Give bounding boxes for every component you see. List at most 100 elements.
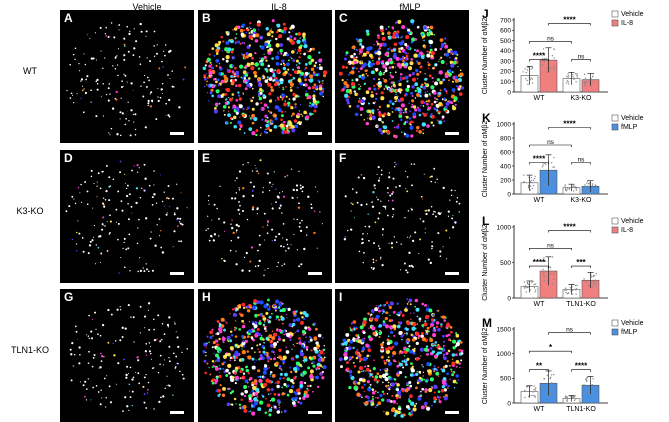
cluster-dot <box>440 325 443 328</box>
cluster-dot <box>314 85 319 89</box>
significance-label: ns <box>547 139 555 146</box>
cluster-dot <box>398 184 401 187</box>
cluster-dot <box>296 66 300 69</box>
cluster-dot <box>205 346 208 349</box>
cluster-dot <box>428 28 431 32</box>
cluster-dot <box>416 53 421 58</box>
cluster-dot <box>419 372 422 374</box>
cluster-dot <box>210 379 214 383</box>
cluster-dot <box>412 105 417 109</box>
data-point <box>534 291 536 293</box>
cluster-dot <box>375 259 378 262</box>
cluster-dot <box>229 330 233 333</box>
cluster-dot <box>373 377 378 382</box>
cluster-dot <box>380 120 383 123</box>
cluster-dot <box>361 378 366 383</box>
microscopy-panel-d: D <box>60 150 194 283</box>
data-point <box>551 182 553 185</box>
cluster-dot <box>344 348 347 351</box>
data-point <box>551 283 554 285</box>
cluster-dot <box>414 305 417 308</box>
cluster-dot <box>400 113 402 116</box>
cluster-dot <box>432 343 435 346</box>
cluster-dot <box>387 304 390 307</box>
cluster-dot <box>150 231 152 233</box>
scale-bar <box>308 411 322 414</box>
cluster-dot <box>223 328 226 332</box>
cluster-dot <box>295 64 298 66</box>
cluster-dot <box>253 379 258 383</box>
cluster-dot <box>231 226 234 230</box>
data-point <box>567 75 570 77</box>
cluster-dot <box>301 186 304 189</box>
panel-letter: G <box>64 290 74 304</box>
cluster-dot <box>73 353 76 356</box>
cluster-dot <box>453 221 455 223</box>
cluster-dot <box>366 395 370 399</box>
cluster-dot <box>390 75 394 79</box>
data-point <box>592 190 594 193</box>
cluster-dot <box>92 57 95 60</box>
cluster-dot <box>299 339 302 342</box>
cluster-dot <box>410 235 412 237</box>
cluster-dot <box>296 70 301 74</box>
cluster-dot <box>222 336 225 338</box>
cluster-dot <box>343 352 348 357</box>
cluster-dot <box>458 92 463 96</box>
cluster-dot <box>318 58 323 63</box>
cluster-dot <box>269 47 272 51</box>
cluster-dot <box>389 400 391 403</box>
cluster-dot <box>364 401 369 405</box>
cluster-dot <box>265 397 267 400</box>
cluster-dot <box>289 56 292 58</box>
cluster-dot <box>137 227 139 229</box>
cluster-dot <box>291 401 296 405</box>
cluster-dot <box>299 380 304 385</box>
cluster-dot <box>127 247 130 250</box>
cluster-dot <box>207 215 209 217</box>
cluster-dot <box>99 26 102 29</box>
data-point <box>586 190 588 192</box>
cluster-dot <box>352 361 355 364</box>
cluster-dot <box>423 113 427 117</box>
cluster-dot <box>235 263 238 266</box>
cluster-dot <box>226 402 231 407</box>
cluster-dot <box>234 320 237 322</box>
cluster-dot <box>377 36 380 39</box>
cluster-dot <box>165 114 167 116</box>
cluster-dot <box>458 348 462 352</box>
cluster-dot <box>79 354 81 356</box>
cluster-dot <box>245 365 248 369</box>
cluster-dot <box>143 270 146 273</box>
cluster-dot <box>438 347 441 350</box>
cluster-dot <box>367 213 369 215</box>
cluster-dot <box>362 52 367 57</box>
cluster-dot <box>221 49 223 52</box>
cluster-dot <box>353 320 356 323</box>
data-point <box>534 283 537 285</box>
cluster-dot <box>94 311 97 314</box>
cluster-dot <box>361 45 365 49</box>
cluster-dots <box>338 298 464 418</box>
cluster-dot <box>443 97 446 101</box>
cluster-dot <box>391 394 394 397</box>
cluster-dot <box>314 186 317 188</box>
cluster-dot <box>151 204 154 206</box>
cluster-dot <box>291 358 294 361</box>
data-point <box>529 181 532 183</box>
cluster-dot <box>424 388 428 392</box>
data-point <box>546 374 548 376</box>
cluster-dot <box>274 99 277 102</box>
cluster-dot <box>354 112 359 117</box>
cluster-dot <box>271 70 275 74</box>
cluster-dot <box>374 406 377 409</box>
cluster-dot <box>128 233 131 236</box>
scale-bar <box>445 411 459 414</box>
cluster-dot <box>376 372 380 376</box>
cluster-dot <box>396 402 398 405</box>
cluster-dot <box>355 56 358 59</box>
cluster-dot <box>110 22 113 24</box>
cluster-dots <box>343 161 461 274</box>
cluster-dot <box>270 340 273 343</box>
